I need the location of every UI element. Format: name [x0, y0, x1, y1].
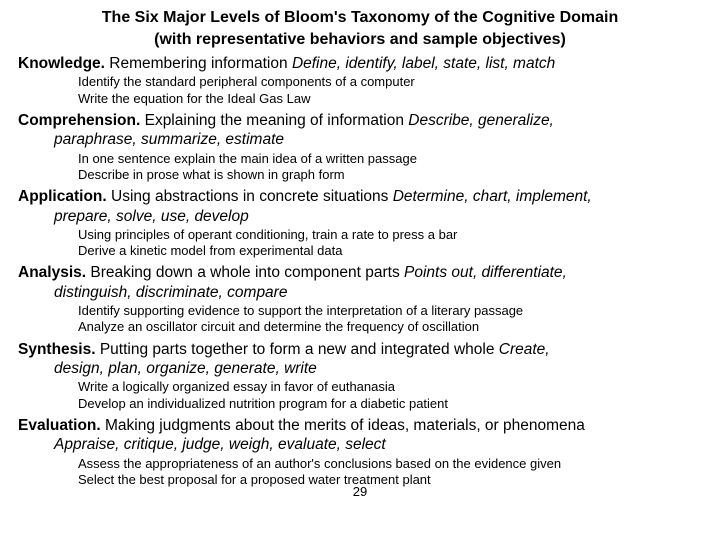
example-1: Identify supporting evidence to support …: [78, 303, 702, 319]
level-analysis: Analysis. Breaking down a whole into com…: [18, 263, 702, 335]
level-examples: Identify supporting evidence to support …: [18, 303, 702, 336]
title-line-1: The Six Major Levels of Bloom's Taxonomy…: [18, 8, 702, 28]
level-examples: Identify the standard peripheral compone…: [18, 74, 702, 107]
level-head: Knowledge. Remembering information Defin…: [18, 54, 702, 73]
example-2: Analyze an oscillator circuit and determ…: [78, 319, 702, 335]
example-2: Write the equation for the Ideal Gas Law: [78, 91, 702, 107]
level-desc: Explaining the meaning of information: [140, 112, 408, 129]
level-verbs-cont: Appraise, critique, judge, weigh, evalua…: [18, 435, 702, 454]
level-head: Analysis. Breaking down a whole into com…: [18, 263, 702, 282]
level-verbs: Create,: [499, 341, 550, 358]
level-knowledge: Knowledge. Remembering information Defin…: [18, 54, 702, 107]
level-name: Application.: [18, 188, 107, 205]
level-head: Application. Using abstractions in concr…: [18, 187, 702, 206]
example-1: Write a logically organized essay in fav…: [78, 379, 702, 395]
level-name: Knowledge.: [18, 55, 105, 72]
example-2: Develop an individualized nutrition prog…: [78, 396, 702, 412]
level-name: Evaluation.: [18, 417, 101, 434]
example-1: Using principles of operant conditioning…: [78, 227, 702, 243]
level-name: Analysis.: [18, 264, 86, 281]
level-application: Application. Using abstractions in concr…: [18, 187, 702, 259]
level-desc: Breaking down a whole into component par…: [86, 264, 404, 281]
title-line-2: (with representative behaviors and sampl…: [18, 30, 702, 50]
level-desc: Using abstractions in concrete situation…: [107, 188, 393, 205]
example-2: Derive a kinetic model from experimental…: [78, 243, 702, 259]
level-examples: In one sentence explain the main idea of…: [18, 151, 702, 184]
level-verbs: Determine, chart, implement,: [393, 188, 592, 205]
level-examples: Using principles of operant conditioning…: [18, 227, 702, 260]
level-verbs-cont: design, plan, organize, generate, write: [18, 359, 702, 378]
level-head: Evaluation. Making judgments about the m…: [18, 416, 702, 435]
level-name: Comprehension.: [18, 112, 140, 129]
level-verbs-cont: paraphrase, summarize, estimate: [18, 130, 702, 149]
level-comprehension: Comprehension. Explaining the meaning of…: [18, 111, 702, 183]
level-examples: Write a logically organized essay in fav…: [18, 379, 702, 412]
level-verbs: Describe, generalize,: [408, 112, 554, 129]
level-head: Comprehension. Explaining the meaning of…: [18, 111, 702, 130]
example-1: Assess the appropriateness of an author'…: [78, 456, 702, 472]
level-verbs: Points out, differentiate,: [404, 264, 567, 281]
example-2: Describe in prose what is shown in graph…: [78, 167, 702, 183]
example-1: Identify the standard peripheral compone…: [78, 74, 702, 90]
level-verbs: Define, identify, label, state, list, ma…: [292, 55, 555, 72]
level-desc: Putting parts together to form a new and…: [96, 341, 499, 358]
example-1: In one sentence explain the main idea of…: [78, 151, 702, 167]
level-evaluation: Evaluation. Making judgments about the m…: [18, 416, 702, 488]
level-verbs-cont: distinguish, discriminate, compare: [18, 283, 702, 302]
level-head: Synthesis. Putting parts together to for…: [18, 340, 702, 359]
level-name: Synthesis.: [18, 341, 96, 358]
level-verbs-cont: prepare, solve, use, develop: [18, 207, 702, 226]
level-desc: Making judgments about the merits of ide…: [101, 417, 585, 434]
level-desc: Remembering information: [105, 55, 292, 72]
level-synthesis: Synthesis. Putting parts together to for…: [18, 340, 702, 412]
